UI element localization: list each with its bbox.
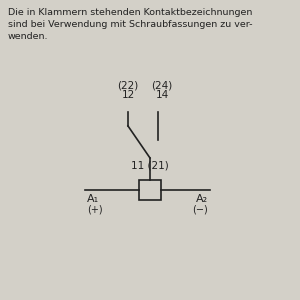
Text: 11 (21): 11 (21) (131, 160, 169, 170)
Text: (24): (24) (152, 80, 172, 90)
Text: (−): (−) (192, 205, 208, 215)
Bar (139, 180, 161, 200)
Text: A₂: A₂ (196, 194, 208, 204)
Text: 14: 14 (155, 90, 169, 100)
Text: A₁: A₁ (87, 194, 99, 204)
Text: Die in Klammern stehenden Kontaktbezeichnungen
sind bei Verwendung mit Schraubfa: Die in Klammern stehenden Kontaktbezeich… (8, 8, 253, 41)
Text: 12: 12 (122, 90, 135, 100)
Text: (22): (22) (117, 80, 139, 90)
Text: (+): (+) (87, 205, 103, 215)
